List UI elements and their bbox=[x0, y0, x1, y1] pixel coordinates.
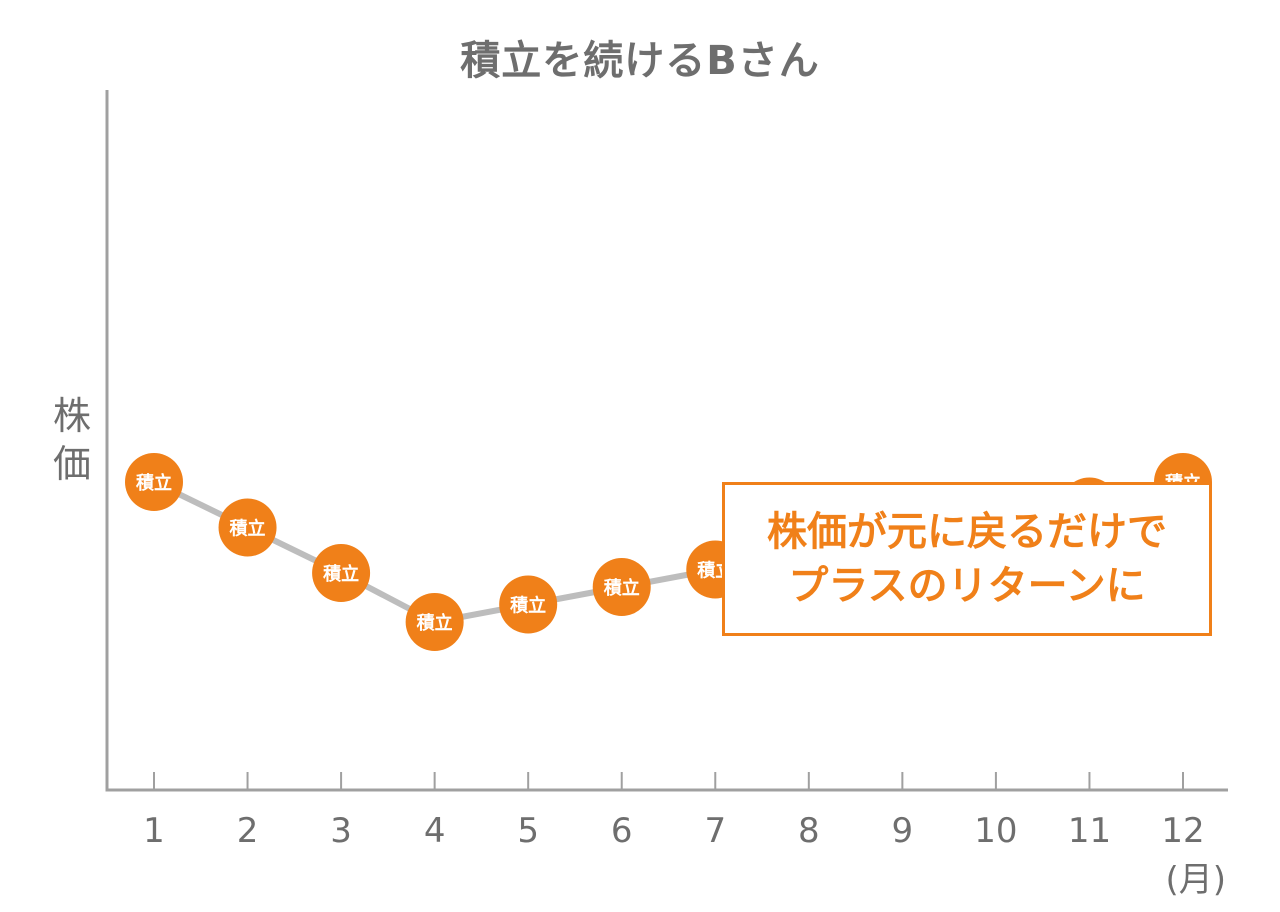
data-point-marker: 積立 bbox=[312, 544, 371, 602]
annotation-line-2: プラスのリターンに bbox=[788, 563, 1146, 609]
annotation-callout: 株価が元に戻るだけで プラスのリターンに bbox=[722, 482, 1212, 636]
data-point-label: 積立 bbox=[603, 577, 640, 599]
data-point-circle bbox=[125, 453, 183, 511]
x-tick-label: 7 bbox=[704, 811, 726, 851]
data-point-label: 積立 bbox=[322, 563, 359, 585]
x-tick-label: 8 bbox=[798, 811, 820, 851]
x-tick-label: 5 bbox=[517, 811, 539, 851]
data-point-marker: 積立 bbox=[405, 593, 464, 651]
y-axis-label: 株価 bbox=[52, 394, 91, 486]
data-point-label: 積立 bbox=[416, 612, 453, 634]
x-tick-label: 9 bbox=[892, 811, 914, 851]
x-tick-label: 12 bbox=[1161, 811, 1204, 851]
x-tick-label: 4 bbox=[424, 811, 446, 851]
data-point-marker: 積立 bbox=[499, 575, 558, 634]
data-point-circle bbox=[312, 544, 371, 602]
x-tick-label: 10 bbox=[974, 811, 1017, 851]
x-tick-label: 2 bbox=[237, 811, 259, 851]
data-point-marker: 積立 bbox=[125, 453, 183, 511]
data-point-label: 積立 bbox=[135, 472, 172, 494]
chart-title: 積立を続けるBさん bbox=[460, 38, 820, 84]
data-point-circle bbox=[405, 593, 464, 651]
data-point-label: 積立 bbox=[229, 518, 266, 540]
x-tick-label: 11 bbox=[1068, 811, 1111, 851]
x-axis-unit-label: (月) bbox=[1165, 860, 1226, 900]
chart-axes bbox=[105, 90, 1228, 792]
data-point-label: 積立 bbox=[509, 595, 546, 617]
data-point-circle bbox=[218, 498, 277, 557]
annotation-line-1: 株価が元に戻るだけで bbox=[767, 509, 1167, 555]
x-tick-labels-group: 1 2 3 4 5 6 7 8 9 10 11 12 bbox=[143, 811, 1204, 851]
data-point-marker: 積立 bbox=[592, 558, 651, 616]
x-tick-label: 6 bbox=[611, 811, 633, 851]
data-point-marker: 積立 bbox=[218, 498, 277, 557]
x-tick-label: 3 bbox=[330, 811, 352, 851]
data-point-circle bbox=[592, 558, 651, 616]
data-point-circle bbox=[499, 575, 558, 634]
x-tick-label: 1 bbox=[143, 811, 165, 851]
